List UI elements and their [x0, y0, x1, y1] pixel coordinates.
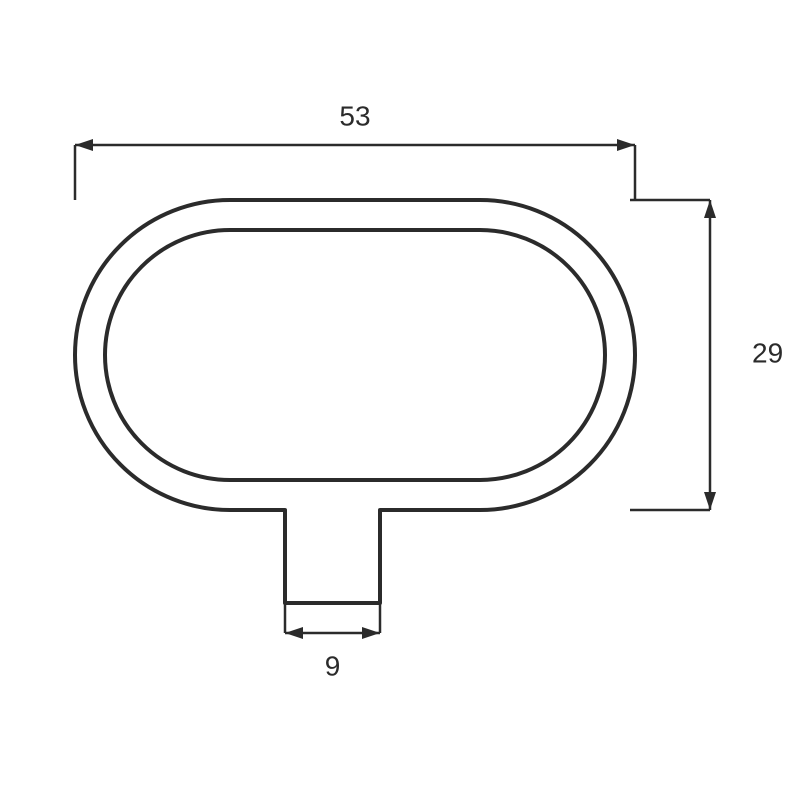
dimension-tab-value: 9 [325, 650, 341, 681]
dimension-height-value: 29 [752, 337, 783, 368]
dimension-width-value: 53 [339, 100, 370, 131]
technical-drawing: 53 29 9 [0, 0, 800, 800]
profile-inner [105, 230, 605, 480]
dimension-width: 53 [75, 100, 635, 200]
dimension-height: 29 [630, 200, 783, 510]
dimension-tab: 9 [285, 603, 380, 681]
profile-outer [75, 200, 635, 603]
